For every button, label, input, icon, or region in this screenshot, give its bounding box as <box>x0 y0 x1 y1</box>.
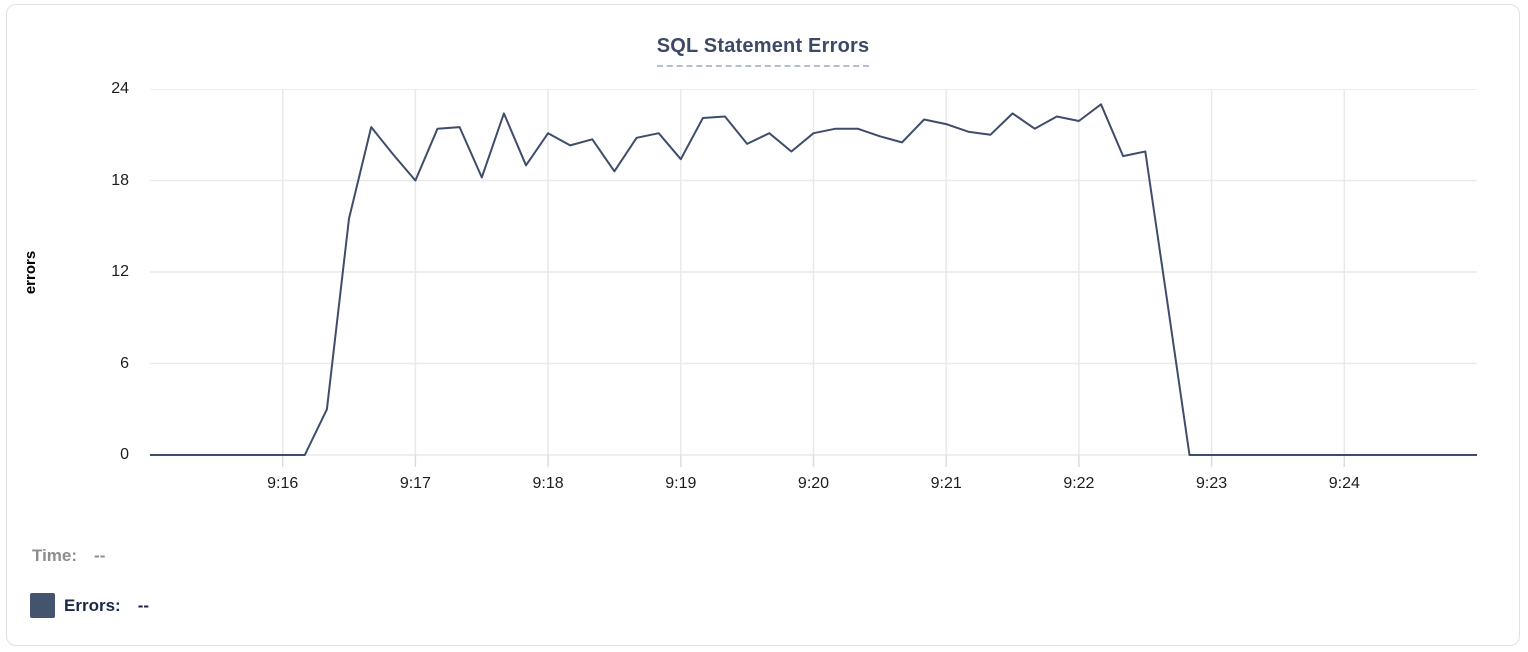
x-tick-label: 9:23 <box>1196 475 1228 492</box>
errors-label: Errors: <box>64 595 121 615</box>
x-tick-label: 9:18 <box>532 475 564 492</box>
readout-time-row: Time: -- <box>32 546 105 566</box>
chart-card: SQL Statement Errors errors 0 6 12 18 24 9:1… <box>6 4 1520 646</box>
chart-title[interactable]: SQL Statement Errors <box>656 35 870 67</box>
errors-value: -- <box>137 595 150 615</box>
x-tick-label: 9:24 <box>1328 475 1360 492</box>
time-value: -- <box>94 546 106 565</box>
y-tick-label: 6 <box>120 354 129 372</box>
errors-series-swatch-icon <box>30 593 55 618</box>
plot-area[interactable] <box>150 89 1477 469</box>
x-tick-label: 9:22 <box>1063 475 1095 492</box>
y-tick-label: 12 <box>111 263 129 280</box>
x-tick-label: 9:17 <box>399 475 431 492</box>
x-tick-label: 9:16 <box>267 475 299 492</box>
time-label: Time: <box>32 546 78 565</box>
y-axis-title-label: errors <box>22 250 40 294</box>
sql-statement-errors-chart[interactable] <box>150 89 1477 469</box>
x-tick-label: 9:21 <box>930 475 962 492</box>
x-tick-label: 9:20 <box>797 475 830 492</box>
series-line-errors <box>150 103 1477 456</box>
readout-errors-row: Errors: -- <box>30 593 149 618</box>
x-tick-label: 9:19 <box>665 475 697 492</box>
y-tick-label: 0 <box>120 446 129 463</box>
y-tick-label: 24 <box>111 80 129 97</box>
chart-header: SQL Statement Errors <box>7 35 1519 67</box>
y-tick-label: 18 <box>111 171 129 189</box>
